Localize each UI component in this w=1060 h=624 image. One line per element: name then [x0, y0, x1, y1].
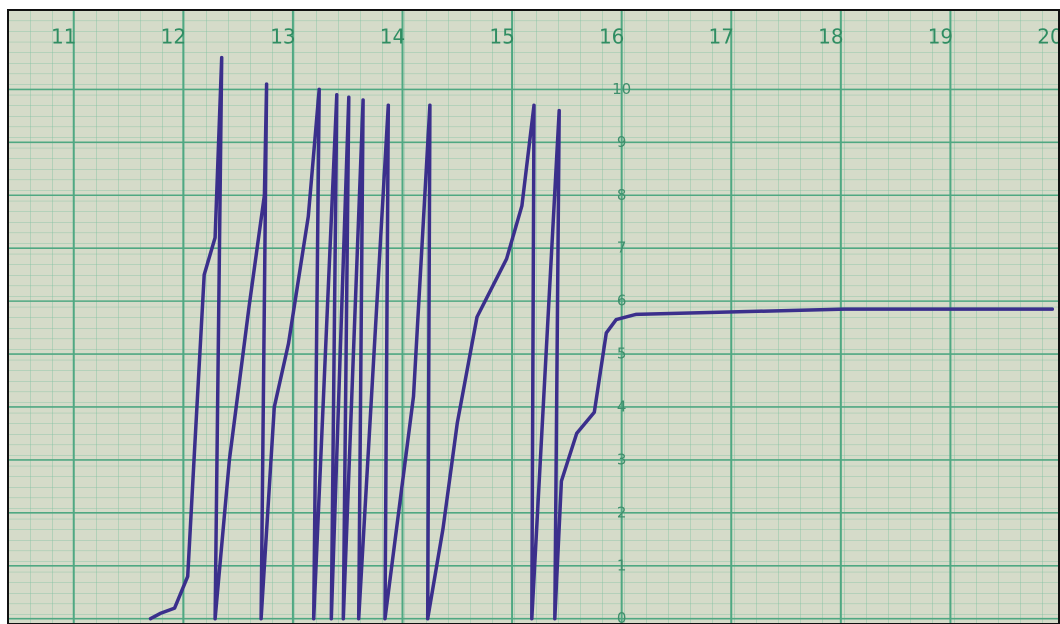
y-tick-label: 6 — [617, 292, 627, 310]
x-tick-label: 16 — [599, 25, 624, 49]
y-tick-label: 2 — [617, 503, 627, 521]
y-tick-label: 7 — [617, 239, 627, 257]
x-tick-label: 17 — [709, 25, 734, 49]
x-tick-label: 13 — [270, 25, 295, 49]
y-tick-label: 10 — [612, 80, 631, 98]
y-tick-label: 9 — [617, 133, 627, 151]
y-tick-label: 8 — [617, 186, 627, 204]
trace-line — [148, 55, 1055, 621]
y-tick-label: 4 — [617, 397, 627, 415]
y-tick-label: 1 — [617, 556, 627, 574]
photo-border — [7, 9, 1060, 624]
x-tick-label: 19 — [928, 25, 953, 49]
x-tick-label: 11 — [51, 25, 76, 49]
y-tick-label: 0 — [617, 609, 627, 624]
x-tick-label: 15 — [489, 25, 514, 49]
x-tick-label: 12 — [161, 25, 186, 49]
x-tick-label: 14 — [380, 25, 405, 49]
y-tick-label: 3 — [617, 450, 627, 468]
x-tick-label: 18 — [818, 25, 843, 49]
y-tick-label: 5 — [617, 345, 627, 363]
x-tick-label: 20 — [1037, 25, 1060, 49]
